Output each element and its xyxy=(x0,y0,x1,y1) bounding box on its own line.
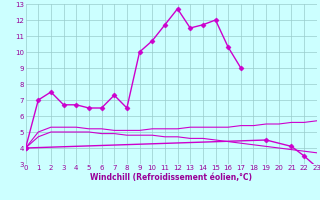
X-axis label: Windchill (Refroidissement éolien,°C): Windchill (Refroidissement éolien,°C) xyxy=(90,173,252,182)
